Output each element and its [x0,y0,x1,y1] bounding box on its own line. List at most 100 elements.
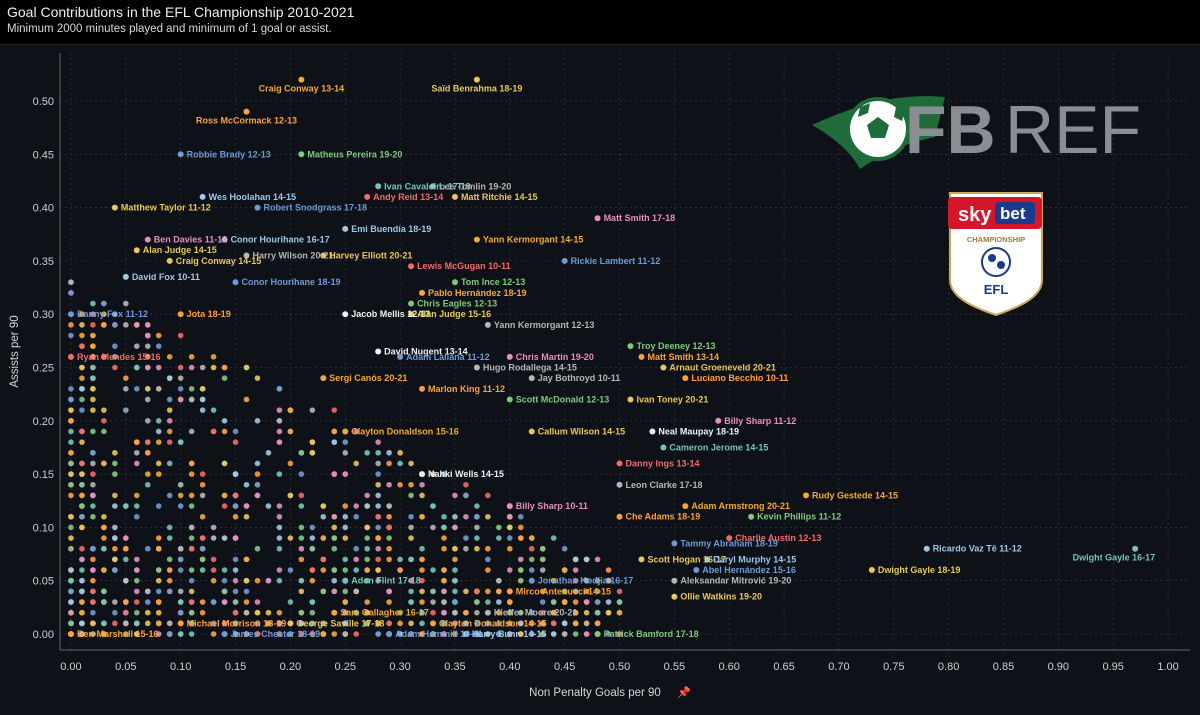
point-label: Rickie Lambert 11-12 [571,256,661,266]
scatter-point-labeled [638,556,645,563]
scatter-point [243,577,250,584]
point-label: Nahki Wells 14-15 [428,469,504,479]
scatter-point-labeled [451,279,458,286]
scatter-point [79,492,85,499]
scatter-point [550,577,557,584]
scatter-point [112,364,118,371]
scatter-point [101,513,107,520]
scatter-point [287,599,294,605]
scatter-point [375,556,381,563]
scatter-point [309,577,316,584]
scatter-point [112,354,118,360]
scatter-point [441,535,447,541]
scatter-point [364,599,370,605]
scatter-point-labeled [528,577,535,584]
scatter-point [133,513,140,520]
scatter-point [517,535,524,541]
scatter-point-labeled [342,577,349,584]
scatter-point [276,513,283,520]
scatter-point [90,311,96,317]
scatter-point [386,449,392,456]
scatter-point [210,407,217,413]
point-label: Harry Wilson 20-21 [253,251,334,261]
scatter-point [133,364,140,371]
point-label: Tammy Abraham 18-19 [680,538,778,548]
scatter-point [375,481,381,488]
scatter-point [594,609,601,616]
scatter-point-labeled [693,567,700,574]
scatter-point [386,535,392,541]
scatter-point-labeled [166,257,173,264]
point-label: Jonathan Kodjia 16-17 [538,576,634,586]
scatter-point [474,535,480,541]
scatter-point [188,471,195,477]
scatter-point [90,631,96,637]
scatter-point [298,631,305,637]
scatter-point [232,577,239,584]
y-tick-label: 0.35 [33,256,54,268]
scatter-point-labeled [682,503,689,510]
scatter-point [342,449,349,456]
scatter-point [386,545,392,552]
scatter-point-labeled [726,535,733,542]
scatter-point-labeled [748,513,755,520]
scatter-point [572,609,579,616]
scatter-point [210,428,217,435]
scatter-point [101,407,107,413]
scatter-point [144,332,151,339]
scatter-point [353,567,360,573]
scatter-point-labeled [430,183,437,190]
scatter-point [572,556,579,563]
scatter-point [68,545,74,552]
scatter-point [210,599,217,605]
scatter-point [68,524,74,531]
scatter-point [485,567,491,573]
scatter-point [375,503,381,509]
scatter-point [364,577,370,584]
scatter-point-labeled [638,353,645,360]
y-tick-label: 0.05 [33,576,54,588]
scatter-point [375,567,381,573]
scatter-point [232,567,239,573]
y-tick-label: 0.45 [33,149,54,161]
scatter-point [408,492,414,499]
scatter-point [133,631,140,637]
scatter-point [68,290,74,296]
scatter-point [101,535,107,541]
point-label: Kieffer Moore 20-21 [494,608,578,618]
scatter-point [144,354,151,360]
scatter-point [90,492,96,499]
scatter-point [485,513,491,520]
scatter-point [166,492,173,499]
scatter-point [550,535,557,541]
scatter-point [287,492,294,499]
scatter-point [452,609,458,616]
scatter-point [419,567,425,573]
scatter-point [123,386,129,392]
scatter-point-labeled [484,321,491,328]
scatter-point [188,492,195,499]
scatter-point [199,407,206,413]
scatter-point [419,492,425,499]
scatter-point [287,631,294,637]
scatter-point [155,343,162,349]
scatter-point [342,471,349,477]
scatter-point [309,524,316,531]
point-label: Marlon King 11-12 [428,384,505,394]
scatter-point [463,535,469,541]
scatter-point [177,503,184,509]
scatter-point-labeled [133,247,140,254]
scatter-point [430,524,436,531]
scatter-point [507,524,513,531]
scatter-point [605,567,612,573]
scatter-point [276,503,283,509]
scatter-point-labeled [627,396,634,403]
scatter-point [221,567,228,573]
scatter-point [419,588,425,595]
y-tick-label: 0.15 [33,469,54,481]
scatter-point [155,503,162,509]
fbref-logo: FB REF [812,92,1141,169]
scatter-point [342,513,349,520]
scatter-point [155,332,162,339]
scatter-point [583,599,590,605]
